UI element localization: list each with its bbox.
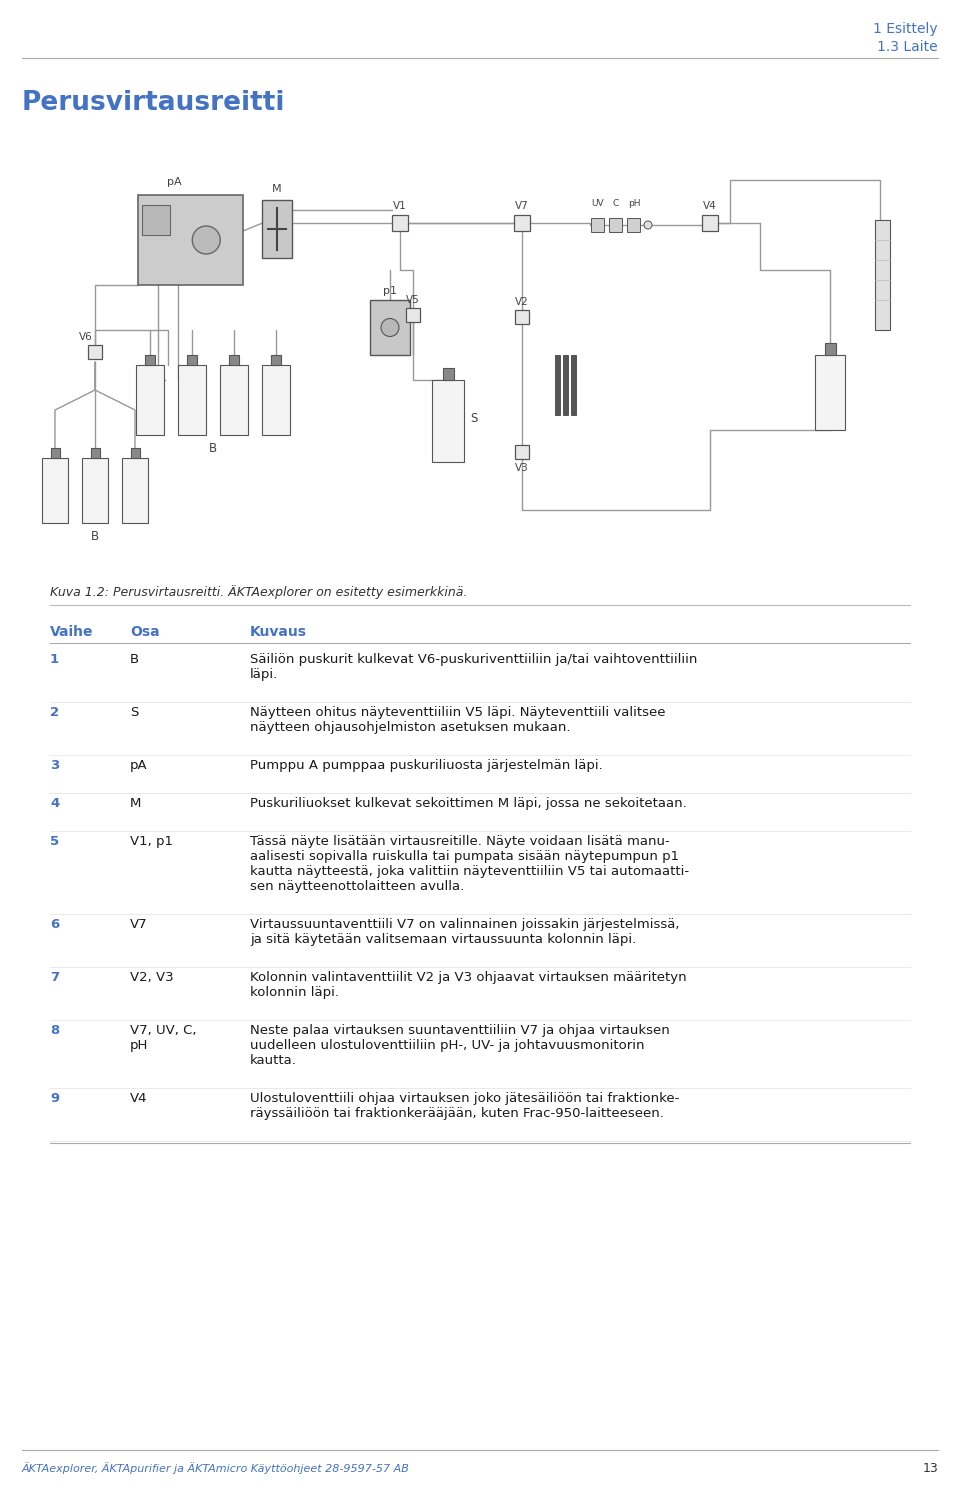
- Bar: [591, 218, 604, 231]
- Bar: [229, 355, 239, 364]
- Text: Kolonnin valintaventtiilit V2 ja V3 ohjaavat virtauksen määritetyn
kolonnin läpi: Kolonnin valintaventtiilit V2 ja V3 ohja…: [250, 970, 686, 999]
- Text: V7: V7: [130, 918, 148, 932]
- Bar: [262, 364, 290, 434]
- Text: ÄKTAexplorer, ÄKTApurifier ja ÄKTAmicro Käyttöohjeet 28-9597-57 AB: ÄKTAexplorer, ÄKTApurifier ja ÄKTAmicro …: [22, 1462, 410, 1474]
- Text: pA: pA: [130, 758, 148, 772]
- Bar: [627, 218, 640, 231]
- Bar: [262, 200, 292, 258]
- Bar: [555, 355, 560, 415]
- Text: V3: V3: [516, 463, 529, 473]
- Text: B: B: [130, 652, 139, 666]
- Text: Ulostuloventtiili ohjaa virtauksen joko jätesäiliöön tai fraktionke-
räyssäiliöö: Ulostuloventtiili ohjaa virtauksen joko …: [250, 1091, 680, 1120]
- Text: V4: V4: [703, 202, 717, 211]
- Text: 1: 1: [50, 652, 60, 666]
- Text: UV: UV: [591, 199, 604, 208]
- Text: C: C: [612, 199, 619, 208]
- Bar: [514, 215, 530, 231]
- Text: 6: 6: [50, 918, 60, 932]
- Bar: [406, 308, 420, 322]
- Text: V2: V2: [516, 297, 529, 308]
- Text: S: S: [470, 412, 477, 424]
- Bar: [178, 364, 206, 434]
- Text: pA: pA: [167, 178, 182, 187]
- Bar: [825, 343, 835, 355]
- Bar: [702, 215, 718, 231]
- Bar: [432, 381, 464, 461]
- Bar: [370, 300, 410, 355]
- Text: Säiliön puskurit kulkevat V6-puskuriventtiiliin ja/tai vaihtoventtiiliin
läpi.: Säiliön puskurit kulkevat V6-puskurivent…: [250, 652, 697, 681]
- Text: Osa: Osa: [130, 626, 159, 639]
- Bar: [142, 205, 170, 234]
- Text: M: M: [130, 797, 141, 811]
- Circle shape: [644, 221, 652, 228]
- Text: p1: p1: [383, 287, 397, 296]
- Bar: [187, 355, 197, 364]
- Text: B: B: [91, 530, 99, 543]
- Text: 1 Esittely: 1 Esittely: [874, 22, 938, 36]
- Bar: [145, 355, 155, 364]
- Text: 5: 5: [50, 835, 60, 848]
- Text: V1, p1: V1, p1: [130, 835, 173, 848]
- Bar: [122, 458, 148, 523]
- Text: 2: 2: [50, 706, 60, 720]
- Text: 7: 7: [50, 970, 60, 984]
- Text: 13: 13: [923, 1462, 938, 1475]
- Circle shape: [192, 225, 220, 254]
- Text: 9: 9: [50, 1091, 60, 1105]
- Text: V7, UV, C,
pH: V7, UV, C, pH: [130, 1024, 197, 1053]
- Text: Puskuriliuokset kulkevat sekoittimen M läpi, jossa ne sekoitetaan.: Puskuriliuokset kulkevat sekoittimen M l…: [250, 797, 686, 811]
- Bar: [815, 355, 845, 430]
- Text: Kuva 1.2: Perusvirtausreitti. ÄKTAexplorer on esitetty esimerkkinä.: Kuva 1.2: Perusvirtausreitti. ÄKTAexplor…: [50, 585, 468, 599]
- Text: Kuvaus: Kuvaus: [250, 626, 307, 639]
- Text: V1: V1: [394, 202, 407, 211]
- Bar: [220, 364, 248, 434]
- Bar: [138, 196, 243, 285]
- Text: V4: V4: [130, 1091, 148, 1105]
- Bar: [88, 345, 102, 358]
- Text: B: B: [209, 442, 217, 455]
- Bar: [392, 215, 408, 231]
- Circle shape: [381, 318, 399, 336]
- Text: V2, V3: V2, V3: [130, 970, 174, 984]
- Text: 1.3 Laite: 1.3 Laite: [877, 40, 938, 54]
- Text: V6: V6: [80, 331, 93, 342]
- Text: Näytteen ohitus näyteventtiiliin V5 läpi. Näyteventtiili valitsee
näytteen ohjau: Näytteen ohitus näyteventtiiliin V5 läpi…: [250, 706, 665, 735]
- Text: Tässä näyte lisätään virtausreitille. Näyte voidaan lisätä manu-
aalisesti sopiv: Tässä näyte lisätään virtausreitille. Nä…: [250, 835, 689, 893]
- Text: 3: 3: [50, 758, 60, 772]
- Text: V7: V7: [516, 202, 529, 211]
- Text: Virtaussuuntaventtiili V7 on valinnainen joissakin järjestelmissä,
ja sitä käyte: Virtaussuuntaventtiili V7 on valinnainen…: [250, 918, 680, 947]
- Bar: [443, 367, 453, 381]
- Bar: [82, 458, 108, 523]
- Bar: [131, 448, 139, 458]
- Bar: [136, 364, 164, 434]
- Bar: [515, 445, 529, 458]
- Bar: [571, 355, 576, 415]
- Text: 8: 8: [50, 1024, 60, 1038]
- Bar: [875, 219, 890, 330]
- Text: M: M: [273, 184, 282, 194]
- Bar: [42, 458, 68, 523]
- Text: Pumppu A pumppaa puskuriliuosta järjestelmän läpi.: Pumppu A pumppaa puskuriliuosta järjeste…: [250, 758, 603, 772]
- Bar: [51, 448, 60, 458]
- Text: Perusvirtausreitti: Perusvirtausreitti: [22, 90, 285, 116]
- Text: pH: pH: [628, 199, 640, 208]
- Text: S: S: [130, 706, 138, 720]
- Bar: [271, 355, 281, 364]
- Bar: [609, 218, 622, 231]
- Bar: [563, 355, 568, 415]
- Bar: [90, 448, 100, 458]
- Text: Neste palaa virtauksen suuntaventtiiliin V7 ja ohjaa virtauksen
uudelleen ulostu: Neste palaa virtauksen suuntaventtiiliin…: [250, 1024, 670, 1067]
- Text: Vaihe: Vaihe: [50, 626, 93, 639]
- Bar: [515, 311, 529, 324]
- Text: 4: 4: [50, 797, 60, 811]
- Text: V5: V5: [406, 296, 420, 305]
